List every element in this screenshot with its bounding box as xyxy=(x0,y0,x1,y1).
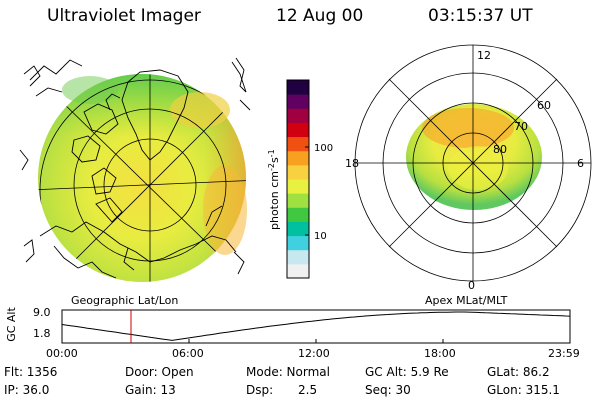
geo-latitude: GLat: 86.2 xyxy=(487,365,550,379)
gc-altitude: GC Alt: 5.9 Re xyxy=(365,365,449,379)
colorbar-segment xyxy=(287,164,309,180)
apex-label: Apex MLat/MLT xyxy=(425,294,508,307)
geographic-grid xyxy=(38,74,246,282)
xtick-1200: 12:00 xyxy=(298,347,330,360)
lat-label-70: 70 xyxy=(514,120,528,133)
colorbar-unit-label: photon cm-2s-1 xyxy=(267,149,281,230)
time-label: 03:15:37 UT xyxy=(428,6,533,26)
colorbar-segment xyxy=(287,108,309,123)
flight-number: Flt: 1356 xyxy=(4,365,58,379)
geographic-label: Geographic Lat/Lon xyxy=(71,294,179,307)
colorbar-segment xyxy=(287,150,309,166)
time-axis-ticks xyxy=(61,339,571,343)
xtick-1800: 18:00 xyxy=(424,347,456,360)
instrument-title: Ultraviolet Imager xyxy=(47,6,201,26)
colorbar-segment xyxy=(287,207,309,222)
colorbar-segment xyxy=(287,193,309,208)
ytick-bottom: 1.8 xyxy=(33,327,51,340)
colorbar-segment xyxy=(287,122,309,138)
date-label: 12 Aug 00 xyxy=(276,6,364,26)
colorbar-segment xyxy=(287,94,309,109)
lat-label-60: 60 xyxy=(537,99,551,112)
orbit-altitude-curve xyxy=(61,311,571,341)
colorbar-segment xyxy=(287,179,309,194)
mlt-label-12: 12 xyxy=(477,49,491,62)
lat-label-80: 80 xyxy=(493,143,507,156)
colorbar-segment xyxy=(287,235,309,251)
xtick-0000: 00:00 xyxy=(46,347,78,360)
xtick-2359: 23:59 xyxy=(548,347,580,360)
colorbar-segment xyxy=(287,263,309,279)
altitude-plot-frame xyxy=(61,309,571,344)
colorbar-frame xyxy=(286,79,310,279)
sequence-number: Seq: 30 xyxy=(365,383,411,397)
door-status: Door: Open xyxy=(125,365,194,379)
xtick-0600: 06:00 xyxy=(172,347,204,360)
gain-value: Gain: 13 xyxy=(125,383,176,397)
geo-longitude: GLon: 315.1 xyxy=(487,383,560,397)
outer-coastlines xyxy=(19,57,247,275)
colorbar-segment xyxy=(287,136,309,152)
ytick-top: 9.0 xyxy=(33,306,51,319)
mode-status: Mode: Normal xyxy=(246,365,330,379)
polar-plot xyxy=(354,44,592,282)
coastlines xyxy=(29,59,251,279)
mlt-label-6: 6 xyxy=(577,157,584,170)
mlt-label-18: 18 xyxy=(345,157,359,170)
colorbar xyxy=(286,79,310,279)
colorbar-tick-100: 100 xyxy=(314,143,333,154)
dsp-label: Dsp: xyxy=(246,383,274,397)
colorbar-tick-10: 10 xyxy=(314,231,327,242)
gc-alt-axis-label: GC Alt xyxy=(4,307,18,342)
mlt-label-0: 0 xyxy=(468,279,475,292)
ip-value: IP: 36.0 xyxy=(4,383,50,397)
colorbar-segment xyxy=(287,80,309,95)
colorbar-segment xyxy=(287,221,309,237)
colorbar-segment xyxy=(287,249,309,265)
dsp-value: 2.5 xyxy=(298,383,318,397)
